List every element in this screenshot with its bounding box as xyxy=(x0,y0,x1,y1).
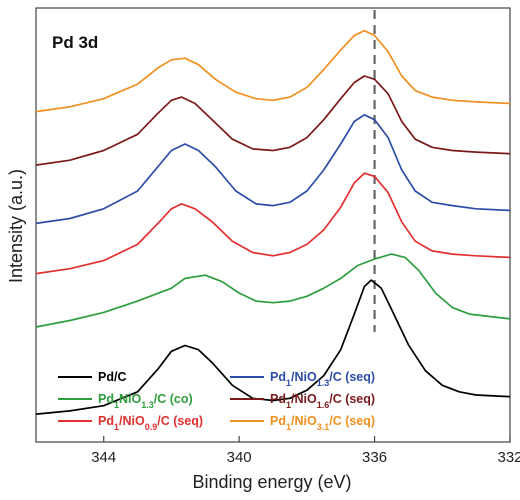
legend-label-4: Pd1/NiO1.3/C (seq) xyxy=(270,370,375,388)
x-tick-label: 340 xyxy=(227,449,252,466)
legend-label-2: Pd1NiO1.3/C (co) xyxy=(98,392,193,410)
series-line-2 xyxy=(35,253,511,328)
y-axis-title: Intensity (a.u.) xyxy=(6,169,26,283)
legend: Pd/C Pd1NiO1.3/C (co) Pd1/NiO0.9/C (seq) Pd… xyxy=(58,370,375,432)
annotation-label: Pd 3d xyxy=(52,33,98,52)
series-line-6 xyxy=(35,29,511,113)
series-line-1 xyxy=(35,279,511,415)
series-group xyxy=(35,29,511,415)
x-tick-label: 332 xyxy=(497,449,520,466)
plot-frame xyxy=(35,7,511,443)
x-axis-title: Binding energy (eV) xyxy=(192,472,351,492)
legend-label-1: Pd/C xyxy=(98,370,126,384)
legend-label-6: Pd1/NiO3.1/C (seq) xyxy=(270,414,375,432)
x-tick-label: 344 xyxy=(91,449,116,466)
legend-label-3: Pd1/NiO0.9/C (seq) xyxy=(98,414,203,432)
legend-label-5: Pd1/NiO1.6/C (seq) xyxy=(270,392,375,410)
series-line-3 xyxy=(35,172,511,275)
x-tick-label: 336 xyxy=(362,449,387,466)
series-line-4 xyxy=(35,114,511,225)
x-ticks-group: 344 340 336 332 xyxy=(91,436,520,466)
series-line-5 xyxy=(35,75,511,166)
